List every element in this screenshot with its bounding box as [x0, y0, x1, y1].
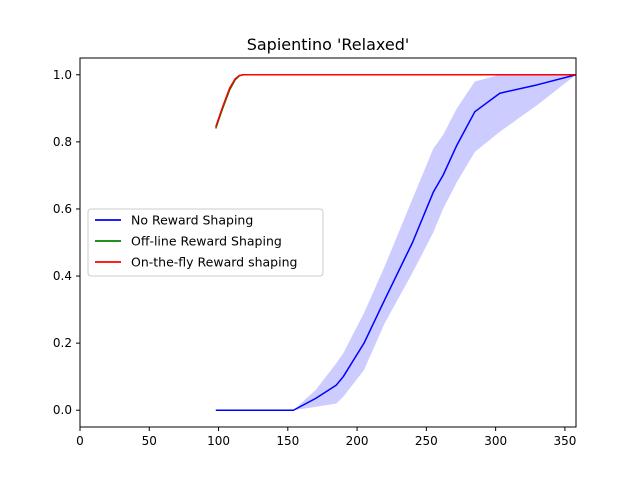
- legend: No Reward Shaping Off-line Reward Shaping…: [87, 208, 324, 277]
- y-tick-label: 0.4: [53, 269, 72, 283]
- x-tick-label: 350: [553, 434, 576, 448]
- y-axis: 0.0 0.2 0.4 0.6 0.8 1.0: [53, 68, 80, 417]
- legend-box: [87, 208, 324, 277]
- series-lines: [215, 74, 577, 411]
- x-tick-label: 0: [76, 434, 84, 448]
- plot-area: [215, 74, 577, 411]
- legend-label-1: Off-line Reward Shaping: [131, 234, 282, 249]
- legend-entries: No Reward Shaping Off-line Reward Shaping…: [95, 213, 297, 270]
- x-tick-label: 300: [484, 434, 507, 448]
- x-tick-label: 150: [276, 434, 299, 448]
- y-tick-label: 0.2: [53, 336, 72, 350]
- series-line-2: [215, 74, 576, 128]
- legend-label-2: On-the-fly Reward shaping: [131, 255, 297, 270]
- y-tick-label: 1.0: [53, 68, 72, 82]
- x-tick-label: 250: [415, 434, 438, 448]
- chart-title: Sapientino 'Relaxed': [247, 35, 410, 54]
- y-tick-label: 0.6: [53, 202, 72, 216]
- x-tick-label: 100: [207, 434, 230, 448]
- axes-frame: [79, 57, 577, 428]
- legend-label-0: No Reward Shaping: [131, 213, 253, 228]
- y-tick-label: 0.0: [53, 403, 72, 417]
- series-line-0: [215, 74, 577, 411]
- series-band-0: [215, 74, 576, 411]
- confidence-bands: [215, 74, 576, 411]
- x-tick-label: 50: [142, 434, 157, 448]
- x-axis: 0 50 100 150 200 250 300 350: [76, 427, 576, 448]
- y-tick-label: 0.8: [53, 135, 72, 149]
- x-tick-label: 200: [346, 434, 369, 448]
